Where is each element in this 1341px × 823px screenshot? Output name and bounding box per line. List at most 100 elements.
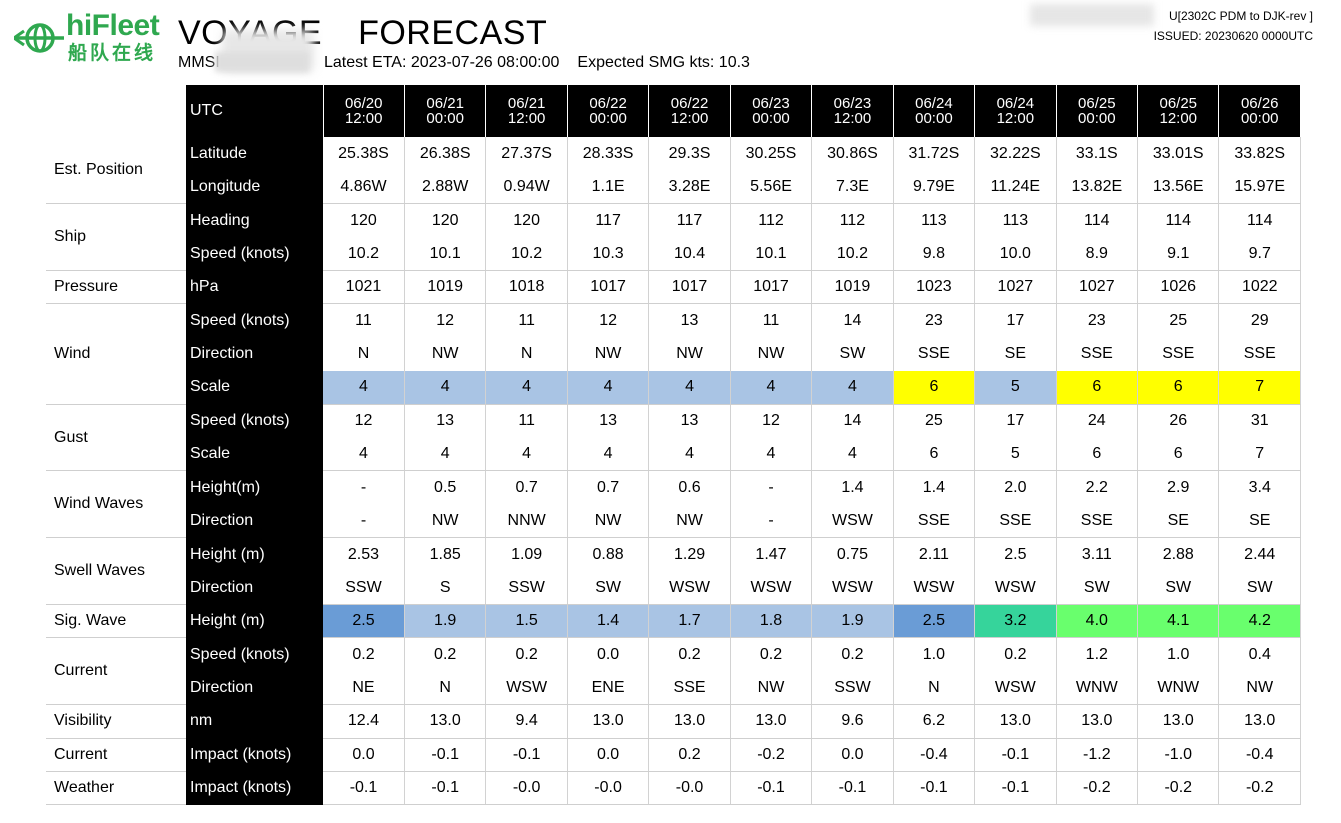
table-cell: SSW <box>485 571 568 605</box>
table-cell: 114 <box>1218 203 1301 238</box>
table-cell: 1022 <box>1218 270 1301 305</box>
table-cell: 120 <box>485 203 568 238</box>
expected-smg: Expected SMG kts: 10.3 <box>577 54 750 71</box>
group-label: Gust <box>46 404 186 472</box>
column-time: 00:00 <box>1240 110 1279 127</box>
table-cell: 13 <box>648 303 731 338</box>
table-cell: -1.2 <box>1056 738 1139 772</box>
row-label: Speed (knots) <box>186 637 323 672</box>
table-cell: 113 <box>893 203 976 238</box>
table-cell: -0.1 <box>323 771 405 806</box>
table-row: Scale 4 4 4 4 4 4 4 6 5 6 6 7 <box>46 437 1301 472</box>
table-cell: WSW <box>893 571 976 605</box>
table-cell: 11 <box>485 404 568 438</box>
column-date: 06/24 <box>915 95 953 112</box>
table-cell: 112 <box>730 203 813 238</box>
table-row: Est. Position Latitude 25.38S 26.38S 27.37S 2… <box>46 137 1301 205</box>
table-cell: -0.2 <box>730 738 813 772</box>
table-cell: 9.6 <box>811 704 894 739</box>
table-cell: NW <box>730 337 813 371</box>
column-date: 06/22 <box>589 95 627 112</box>
group-label: Ship <box>46 203 186 272</box>
table-cell: 1.29 <box>648 537 731 572</box>
table-cell: 9.7 <box>1218 237 1301 272</box>
table-cell: -0.1 <box>730 771 813 806</box>
table-cell: -0.2 <box>1137 771 1220 806</box>
table-cell: - <box>730 470 813 505</box>
table-cell: 26.38S <box>404 137 487 171</box>
table-cell: 6 <box>1056 370 1139 405</box>
row-label: Scale <box>186 370 323 405</box>
logo-wordmark: hiFleet <box>66 9 160 42</box>
row-label: Impact (knots) <box>186 738 323 772</box>
table-cell: 10.2 <box>811 237 894 272</box>
row-label: Direction <box>186 571 323 605</box>
table-cell: 0.5 <box>404 470 487 505</box>
row-label: Heading <box>186 203 323 238</box>
time-column-header: 06/24 12:00 <box>974 85 1057 137</box>
table-cell: 6 <box>1137 437 1220 472</box>
table-row: Sig. Wave Height (m) 2.5 1.9 1.5 1.4 1.7 1.8 1.9… <box>46 604 1301 639</box>
table-cell: 2.0 <box>974 470 1057 505</box>
table-row: Gust Speed (knots) 12 13 11 13 13 12 14 25 17 24 26 3… <box>46 404 1301 472</box>
forecast-table: UTC 06/20 12:00 06/21 00:00 06/21 12:00 06/22 00… <box>46 85 1301 806</box>
table-cell: -0.1 <box>974 771 1057 806</box>
table-cell: 27.37S <box>485 137 568 171</box>
column-time: 00:00 <box>915 110 953 127</box>
table-row: Direction SSW S SSW SW WSW WSW WSW WSW WSW SW SW SW <box>46 571 1301 605</box>
table-cell: 30.86S <box>811 137 894 171</box>
table-cell: 120 <box>404 203 487 238</box>
table-cell: 12.4 <box>323 704 405 739</box>
table-cell: WSW <box>974 671 1057 706</box>
table-cell: 33.01S <box>1137 137 1220 171</box>
table-cell: 4 <box>730 437 813 472</box>
column-time: 12:00 <box>670 110 709 127</box>
table-cell: 113 <box>974 203 1057 238</box>
table-cell: 0.4 <box>1218 637 1301 672</box>
table-cell: 6 <box>893 437 976 472</box>
table-cell: 0.88 <box>567 537 650 572</box>
table-cell: 117 <box>648 203 731 238</box>
table-cell: 13.82E <box>1056 170 1139 205</box>
table-cell: 24 <box>1056 404 1139 438</box>
table-cell: 2.88 <box>1137 537 1220 572</box>
group-label: Weather <box>46 771 186 806</box>
table-cell: 4 <box>730 370 813 405</box>
table-cell: 11 <box>730 303 813 338</box>
time-column-header: 06/23 12:00 <box>811 85 894 137</box>
table-cell: SSE <box>1218 337 1301 371</box>
table-row: Wind Waves Height(m) -0.5 0.7 0.7 0.6-1.4 1.4 2… <box>46 470 1301 539</box>
table-cell: 1026 <box>1137 270 1220 305</box>
table-cell: N <box>404 671 487 706</box>
table-cell: 0.2 <box>974 637 1057 672</box>
table-cell: 13 <box>404 404 487 438</box>
table-cell: 4 <box>811 370 894 405</box>
table-cell: SE <box>974 337 1057 371</box>
table-cell: 2.9 <box>1137 470 1220 505</box>
table-cell: 6.2 <box>893 704 976 739</box>
column-date: 06/21 <box>507 95 546 112</box>
table-cell: S <box>404 571 487 605</box>
table-cell: 10.0 <box>974 237 1057 272</box>
table-cell: 6 <box>893 370 976 405</box>
table-cell: 29 <box>1218 303 1301 338</box>
table-cell: 13.0 <box>567 704 650 739</box>
table-cell: WSW <box>974 571 1057 605</box>
table-cell: 33.82S <box>1218 137 1301 171</box>
table-cell: NE <box>323 671 405 706</box>
table-cell: 9.79E <box>893 170 976 205</box>
table-cell: 0.2 <box>730 637 813 672</box>
table-cell: 12 <box>567 303 650 338</box>
table-cell: -0.0 <box>485 771 568 806</box>
table-cell: 1023 <box>893 270 976 305</box>
column-time: 12:00 <box>996 110 1035 127</box>
table-cell: 1019 <box>404 270 487 305</box>
table-cell: NNW <box>485 504 568 539</box>
table-cell: 1.47 <box>730 537 813 572</box>
table-cell: WNW <box>1137 671 1220 706</box>
table-cell: -0.1 <box>404 738 487 772</box>
row-label: Height (m) <box>186 604 323 639</box>
table-cell: 13.0 <box>1056 704 1139 739</box>
table-row: Speed (knots) 10.2 10.1 10.2 10.3 10.4 10.1 10.… <box>46 237 1301 272</box>
table-cell: WSW <box>648 571 731 605</box>
